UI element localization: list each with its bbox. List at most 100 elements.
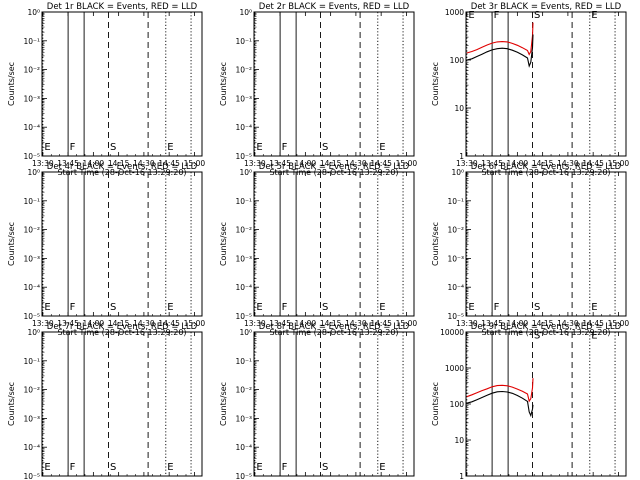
y-tick-label: 10⁻³	[235, 414, 252, 423]
x-tick-label: 15:00	[184, 319, 206, 328]
y-tick-label: 10⁻⁴	[23, 283, 40, 292]
x-tick-label: 14:30	[557, 159, 579, 168]
y-tick-label: 10⁻¹	[235, 357, 252, 366]
event-marker-label: S	[322, 302, 328, 313]
event-marker-label: E	[167, 142, 173, 153]
y-tick-label: 10⁻⁵	[235, 152, 252, 161]
y-tick-label: 1	[459, 472, 464, 480]
event-marker-label: F	[70, 302, 76, 313]
y-tick-label: 10⁻³	[235, 254, 252, 263]
y-tick-label: 100	[450, 400, 465, 409]
y-tick-label: 10⁻³	[23, 94, 40, 103]
y-tick-label: 10⁻²	[23, 66, 40, 75]
panel-det-7: Det 7r BLACK = Events, RED = LLD13:3013:…	[7, 322, 205, 480]
x-tick-label: 14:30	[345, 159, 367, 168]
y-tick-label: 10⁻¹	[235, 37, 252, 46]
y-axis-label: Counts/sec	[7, 382, 16, 426]
y-tick-label: 10⁻²	[235, 66, 252, 75]
panel-title: Det 3r BLACK = Events, RED = LLD	[471, 2, 622, 12]
y-axis-label: Counts/sec	[219, 382, 228, 426]
y-axis-label: Counts/sec	[219, 222, 228, 266]
event-marker-label: E	[44, 462, 50, 473]
y-axis-label: Counts/sec	[7, 62, 16, 106]
panel-title: Det 7r BLACK = Events, RED = LLD	[47, 322, 198, 332]
x-tick-label: 14:15	[532, 159, 554, 168]
plot-frame	[253, 11, 415, 157]
event-marker-label: S	[110, 462, 116, 473]
x-tick-label: 13:45	[269, 319, 291, 328]
x-tick-label: 13:30	[456, 159, 478, 168]
panel-title: Det 1r BLACK = Events, RED = LLD	[47, 2, 198, 12]
event-marker-label: E	[44, 302, 50, 313]
y-tick-label: 10⁻⁴	[447, 283, 464, 292]
series-lld-line	[466, 378, 534, 403]
plot-frame	[41, 171, 203, 317]
series-lld-line	[466, 22, 534, 56]
event-marker-label: F	[282, 142, 288, 153]
panel-det-8: Det 8r BLACK = Events, RED = LLD13:3013:…	[219, 322, 417, 480]
y-tick-label: 10	[454, 104, 464, 113]
y-tick-label: 10⁰	[27, 8, 40, 17]
x-tick-label: 14:15	[532, 319, 554, 328]
x-tick-label: 14:15	[108, 319, 130, 328]
y-tick-label: 10⁻³	[235, 94, 252, 103]
y-tick-label: 10⁻⁴	[23, 123, 40, 132]
y-tick-label: 10⁻³	[23, 254, 40, 263]
event-marker-label: E	[256, 462, 262, 473]
y-tick-label: 10⁻⁴	[235, 283, 252, 292]
panel-title: Det 8r BLACK = Events, RED = LLD	[259, 322, 410, 332]
x-tick-label: 14:00	[295, 159, 317, 168]
x-tick-label: 13:45	[57, 159, 79, 168]
x-tick-label: 14:45	[582, 319, 604, 328]
plot-frame	[41, 11, 203, 157]
event-marker-label: S	[322, 462, 328, 473]
x-tick-label: 14:45	[370, 159, 392, 168]
x-tick-label: 14:00	[83, 159, 105, 168]
y-axis-label: Counts/sec	[431, 62, 440, 106]
event-marker-label: E	[167, 302, 173, 313]
event-marker-label: E	[591, 331, 597, 342]
y-tick-label: 10⁻⁴	[235, 443, 252, 452]
y-tick-label: 1000	[445, 8, 464, 17]
panel-det-2: Det 2r BLACK = Events, RED = LLD 13:30 13:…	[219, 2, 417, 177]
panel-det-3: Det 3r BLACK = Events, RED = LLD 13:30 13:…	[431, 2, 629, 177]
y-axis-label: Counts/sec	[431, 222, 440, 266]
plot-frame	[253, 171, 415, 317]
event-marker-label: E	[256, 142, 262, 153]
event-marker-label: E	[256, 302, 262, 313]
plot-frame	[465, 11, 627, 157]
panel-det-1: Det 1r BLACK = Events, RED = LLD 13:30 13:…	[7, 2, 205, 177]
event-marker-label: E	[44, 142, 50, 153]
x-tick-label: 14:00	[507, 159, 529, 168]
y-tick-label: 10⁻¹	[23, 197, 40, 206]
y-tick-label: 10⁻¹	[23, 357, 40, 366]
x-tick-label: 13:45	[269, 159, 291, 168]
x-tick-label: 15:00	[608, 319, 630, 328]
event-marker-label: E	[379, 142, 385, 153]
event-marker-label: S	[534, 331, 540, 342]
event-marker-label: E	[591, 10, 597, 21]
plot-frame	[465, 331, 627, 477]
event-marker-label: S	[110, 142, 116, 153]
y-tick-label: 10⁻²	[23, 386, 40, 395]
y-tick-label: 10⁻⁴	[235, 123, 252, 132]
y-tick-label: 100	[450, 56, 465, 65]
x-tick-label: 14:30	[133, 319, 155, 328]
y-axis-label: Counts/sec	[219, 62, 228, 106]
panel-title: Det 9r BLACK = Events, RED = LLD	[471, 322, 622, 332]
x-tick-label: 14:45	[158, 319, 180, 328]
event-marker-label: S	[534, 10, 540, 21]
x-tick-label: 13:45	[481, 159, 503, 168]
panel-title: Det 4r BLACK = Events, RED = LLD	[47, 162, 198, 172]
event-marker-label: S	[322, 142, 328, 153]
event-marker-label: E	[379, 302, 385, 313]
y-tick-label: 10	[454, 436, 464, 445]
event-marker-label: E	[468, 302, 474, 313]
event-marker-label: S	[110, 302, 116, 313]
event-marker-label: F	[70, 142, 76, 153]
x-tick-label: 13:30	[32, 159, 54, 168]
y-axis-label: Counts/sec	[431, 382, 440, 426]
y-tick-label: 10⁻⁵	[23, 312, 40, 321]
plot-frame	[41, 331, 203, 477]
